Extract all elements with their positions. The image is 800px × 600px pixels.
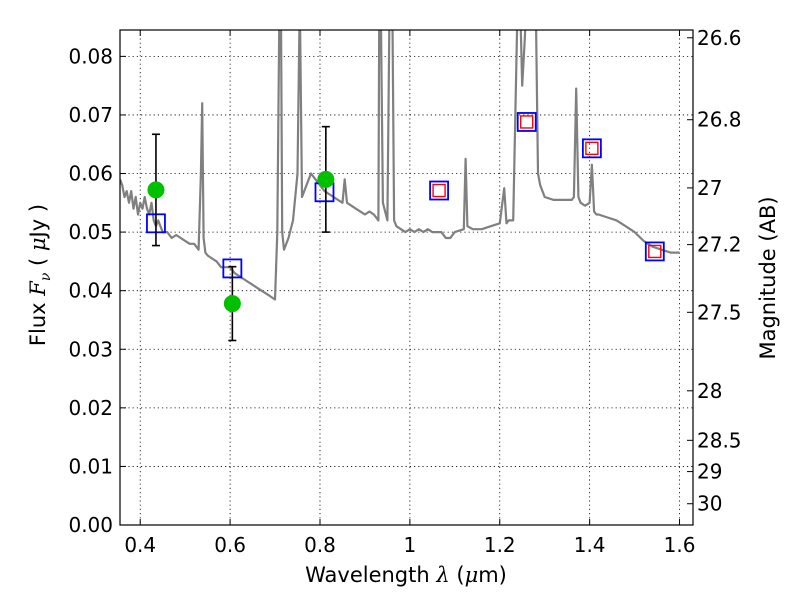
y-tick-label: 0.03: [68, 337, 113, 361]
x-axis-units-rest: m): [478, 563, 507, 587]
y-tick-label: 0.01: [68, 454, 113, 478]
y-axis-title-text: Flux: [26, 302, 50, 346]
x-tick-label: 0.8: [304, 533, 336, 557]
x-tick-label: 0.4: [124, 533, 156, 557]
y2-tick-label: 30: [697, 492, 722, 516]
y2-tick-label: 28: [697, 379, 722, 403]
y-axis-units-mu: μ: [26, 237, 50, 251]
nir-photometry-point: [432, 183, 446, 198]
x-axis-units-mu: μ: [465, 563, 479, 587]
x-tick-label: 1: [404, 533, 417, 557]
y-tick-label: 0.04: [68, 279, 113, 303]
y-tick-label: 0.08: [68, 44, 113, 68]
y-axis-units-rest: Jy ): [26, 204, 50, 240]
x-axis-units-open: (: [450, 563, 465, 587]
y2-axis-title: Magnitude (AB): [756, 196, 780, 359]
optical-photometry-point: [223, 295, 241, 313]
nir-photometry-point: [585, 141, 599, 156]
y2-tick-label: 26.6: [697, 26, 742, 50]
y-tick-label: 0.05: [68, 220, 113, 244]
y2-tick-label: 27.5: [697, 300, 742, 324]
y-axis-flux-symbol: F: [26, 280, 50, 297]
y2-tick-label: 26.8: [697, 108, 742, 132]
spectrum-line: [120, 30, 680, 301]
nir-photometry-point: [520, 115, 534, 129]
x-axis-title: Wavelength λ (μm): [305, 563, 507, 587]
x-axis-lambda: λ: [435, 563, 449, 587]
y-tick-label: 0.06: [68, 162, 113, 186]
x-axis-title-text: Wavelength: [305, 563, 430, 587]
plot-frame: [119, 29, 694, 526]
optical-photometry-point: [317, 170, 335, 188]
y2-tick-label: 27: [697, 176, 722, 200]
model-photometry-point: [429, 180, 449, 201]
axes: 0.4 0.6 0.8 1 1.2 1.4 1.6 0.00 0.01 0.02 0.03 0.04 0…: [68, 26, 741, 557]
y-tick-label: 0.02: [68, 396, 113, 420]
y-axis-title: Flux Fν ( μJy ): [26, 204, 54, 346]
x-tick-label: 0.6: [214, 533, 246, 557]
y2-tick-label: 29: [697, 460, 722, 484]
y2-tick-label: 27.2: [697, 233, 742, 257]
y-tick-label: 0.07: [68, 103, 113, 127]
model-photometry-point: [644, 241, 665, 262]
nir-photometry-point: [648, 244, 662, 259]
x-tick-label: 1.2: [484, 533, 516, 557]
y2-tick-label: 28.5: [697, 428, 742, 452]
model-photometry-point: [516, 112, 537, 132]
model-photometry-point: [581, 138, 602, 159]
optical-photometry-point: [147, 181, 165, 199]
plot-area: [120, 30, 680, 342]
x-tick-label: 1.6: [664, 533, 696, 557]
y-tick-label: 0.00: [68, 513, 113, 537]
y-axis-nu-subscript: ν: [38, 272, 54, 281]
x-tick-label: 1.4: [574, 533, 606, 557]
y-axis-units-open: (: [26, 251, 50, 273]
